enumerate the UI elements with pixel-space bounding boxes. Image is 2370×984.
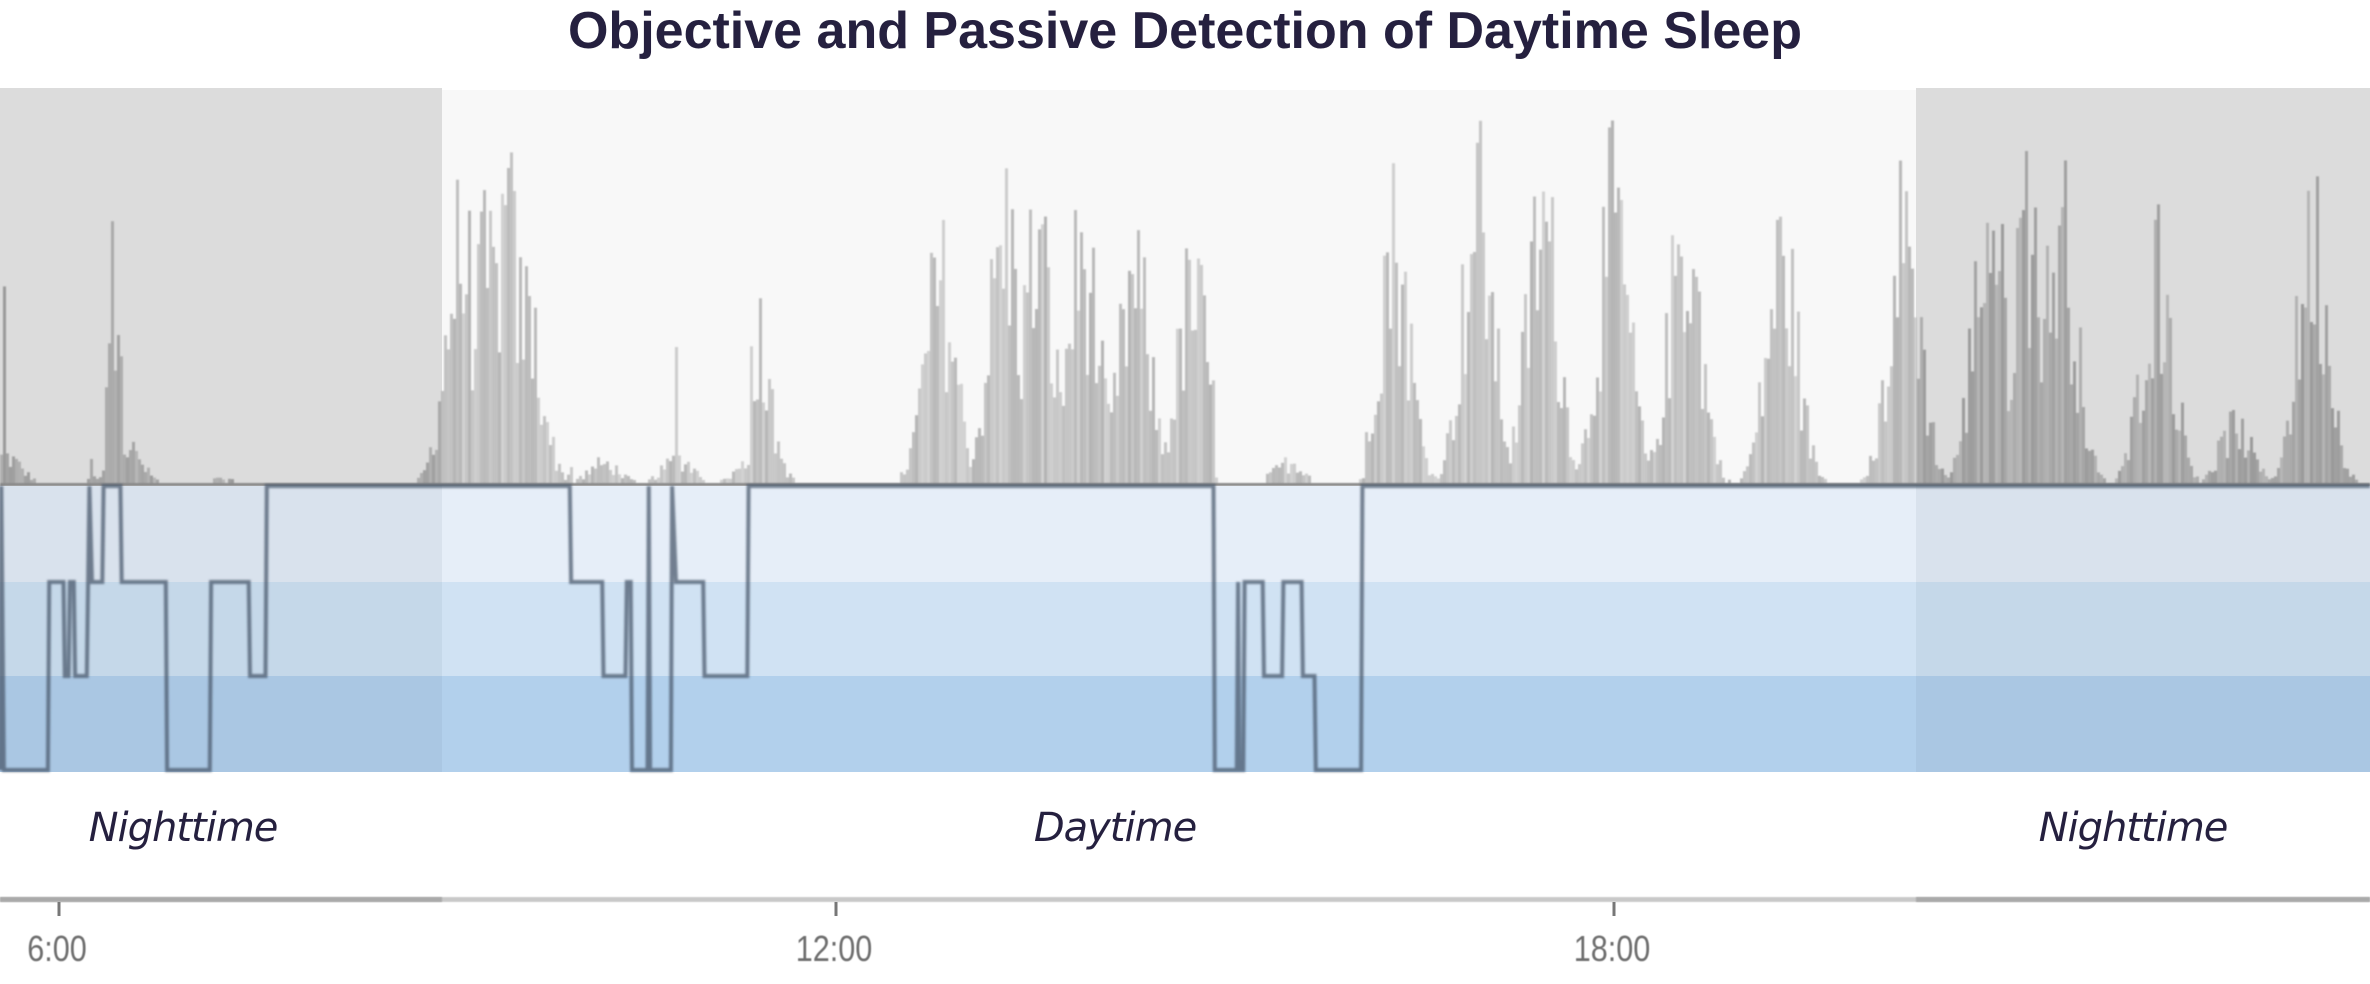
sleep-stage-bands [0,486,2370,772]
activity-series [0,120,2370,486]
x-axis-line [0,897,2370,902]
band-level-3 [0,676,2370,772]
x-tick-mark [834,902,838,916]
x-tick-label-12: 12:00 [795,928,873,969]
region-label-nighttime-right: Nighttime [2038,805,2229,851]
night-overlay-left [0,486,442,772]
region-label-nighttime-left: Nighttime [88,805,279,851]
x-tick-mark [57,902,61,916]
x-axis [0,897,2370,916]
x-tick-label-18: 18:00 [1573,928,1651,969]
x-tick-label-6: 6:00 [27,928,87,969]
region-label-daytime: Daytime [1033,805,1197,851]
chart-title: Objective and Passive Detection of Dayti… [567,2,1802,60]
band-level-1 [0,486,2370,582]
x-axis-line-night-right [1916,897,2370,902]
x-tick-mark [1612,902,1616,916]
hypnogram-line [0,484,2370,772]
x-axis-line-night-left [0,897,442,902]
night-overlay-right [1916,486,2370,772]
band-level-2 [0,582,2370,676]
